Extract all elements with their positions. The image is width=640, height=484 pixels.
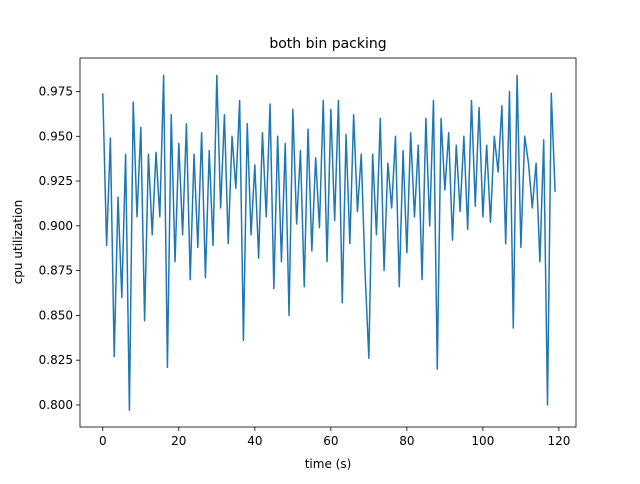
y-tick-label: 0.975 xyxy=(39,84,73,98)
x-tick-label: 100 xyxy=(471,434,494,448)
x-tick-label: 0 xyxy=(99,434,107,448)
x-tick-label: 40 xyxy=(247,434,262,448)
y-tick-label: 0.925 xyxy=(39,174,73,188)
y-axis-label: cpu utilization xyxy=(11,200,25,285)
chart-title: both bin packing xyxy=(269,36,386,52)
y-tick-label: 0.850 xyxy=(39,308,73,322)
y-tick-label: 0.825 xyxy=(39,353,73,367)
x-tick-label: 60 xyxy=(323,434,338,448)
plot-frame xyxy=(79,57,577,428)
y-tick-label: 0.950 xyxy=(39,129,73,143)
x-tick-label: 20 xyxy=(171,434,186,448)
y-tick-label: 0.800 xyxy=(39,398,73,412)
x-tick-label: 120 xyxy=(547,434,570,448)
y-tick-label: 0.900 xyxy=(39,219,73,233)
x-axis-label: time (s) xyxy=(305,457,352,471)
data-line xyxy=(102,74,556,412)
x-tick-label: 80 xyxy=(399,434,414,448)
y-tick-label: 0.875 xyxy=(39,264,73,278)
